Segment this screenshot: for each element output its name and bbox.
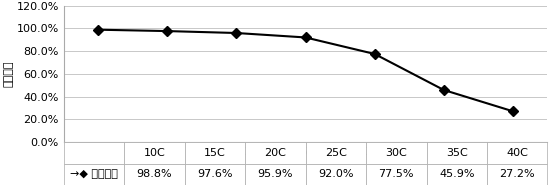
Y-axis label: 放电能力: 放电能力 bbox=[3, 61, 14, 87]
